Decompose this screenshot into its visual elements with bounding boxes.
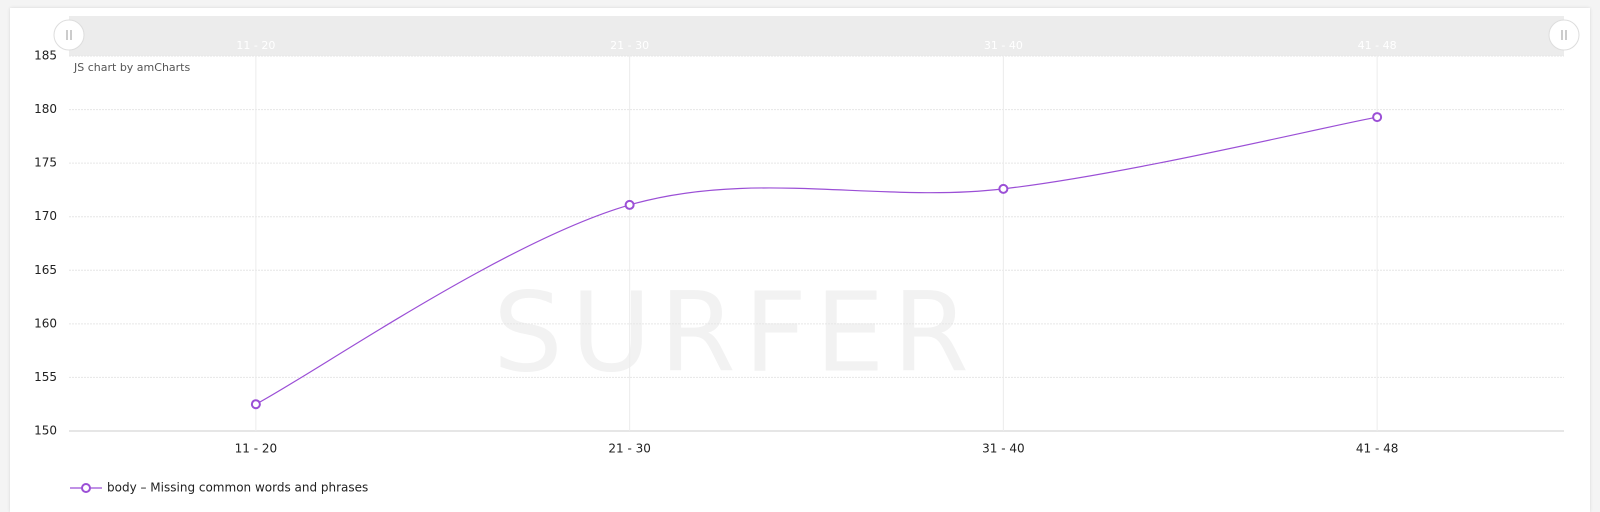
x-tick-label: 11 - 20 bbox=[235, 442, 278, 456]
y-tick-label: 150 bbox=[34, 424, 57, 438]
y-tick-label: 165 bbox=[34, 263, 57, 277]
y-tick-label: 185 bbox=[34, 49, 57, 63]
y-tick-label: 155 bbox=[34, 370, 57, 384]
legend-marker bbox=[81, 483, 91, 493]
y-tick-label: 175 bbox=[34, 156, 57, 170]
y-tick-label: 180 bbox=[34, 102, 57, 116]
y-tick-label: 160 bbox=[34, 316, 57, 330]
scrollbar-label: 11 - 20 bbox=[236, 39, 275, 52]
scrollbar-label: 21 - 30 bbox=[610, 39, 649, 52]
point[interactable] bbox=[624, 199, 635, 210]
legend-label[interactable]: body – Missing common words and phrases bbox=[107, 481, 368, 495]
scrollbar-label: 41 - 48 bbox=[1358, 39, 1397, 52]
line bbox=[255, 116, 1378, 405]
scrollbar[interactable] bbox=[69, 16, 1564, 56]
x-tick-label: 21 - 30 bbox=[608, 442, 651, 456]
point[interactable] bbox=[998, 183, 1009, 194]
scrollbar-label: 31 - 40 bbox=[984, 39, 1023, 52]
chart-card bbox=[10, 8, 1590, 512]
credit: JS chart by amCharts bbox=[73, 61, 190, 74]
point[interactable] bbox=[1372, 112, 1383, 123]
x-tick-label: 31 - 40 bbox=[982, 442, 1025, 456]
scrollbar-handle[interactable] bbox=[1548, 19, 1580, 51]
point[interactable] bbox=[250, 399, 261, 410]
scrollbar-handle[interactable] bbox=[53, 19, 85, 51]
watermark: SURFER bbox=[493, 268, 977, 396]
y-tick-label: 170 bbox=[34, 209, 57, 223]
x-tick-label: 41 - 48 bbox=[1356, 442, 1399, 456]
